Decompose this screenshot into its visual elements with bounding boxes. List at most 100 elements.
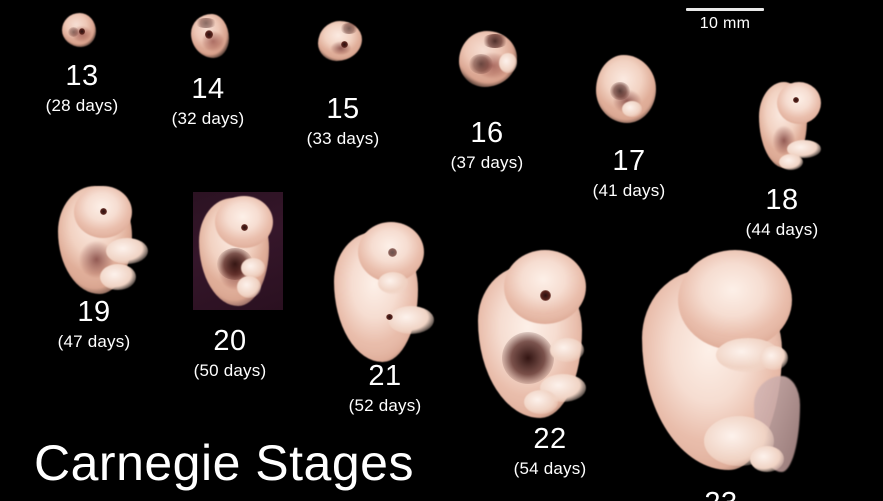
embryo-specimen-21 [334,222,444,364]
embryo-body [759,82,807,168]
stage-number: 14 [191,73,225,105]
stage-label-15: 15 (33 days) [283,93,403,148]
stage-days: (28 days) [45,96,119,115]
stage-number: 19 [77,296,111,328]
stage-number: 21 [368,360,402,392]
embryo-limb-bud [241,258,265,278]
stage-label-23: 23 [661,489,781,501]
stage-label-14: 14 (32 days) [148,73,268,128]
embryo-eye-spot [79,28,85,35]
embryo-dark-region [469,54,493,74]
umbilical-cord [754,376,800,472]
embryo-eye-spot [100,208,107,215]
embryo-limb-bud [237,276,261,298]
stage-number: 23 [661,489,781,501]
embryo-eye-spot [341,41,348,48]
embryo-liver-region [502,332,554,384]
stage-label-18: 18 (44 days) [722,184,842,239]
stage-label-13: 13 (28 days) [22,60,142,115]
embryo-eye-spot [793,97,799,103]
embryo-limb-bud [100,264,136,290]
embryo-limb-bud [550,338,584,362]
embryo-limb-bud [779,154,803,170]
embryo-limb-bud [378,272,408,294]
stage-days: (37 days) [450,153,524,172]
embryo-specimen-23 [642,250,832,500]
embryo-eye-spot [388,248,397,257]
stage-days: (54 days) [513,459,587,478]
embryo-limb-bud [524,390,558,414]
embryo-specimen-22 [478,250,608,418]
stage-days: (44 days) [745,220,819,239]
embryo-body [642,270,782,470]
embryo-specimen-14 [191,14,229,58]
stage-label-19: 19 (47 days) [34,296,154,351]
embryo-dark-region [340,23,358,34]
embryo-dark-region [217,248,253,280]
embryo-head [74,186,132,238]
stage-label-21: 21 (52 days) [325,360,445,415]
embryo-body [62,13,96,47]
embryo-limb-bud [622,101,642,117]
stage-number: 17 [612,145,646,177]
embryo-head [215,196,273,248]
embryo-eye-spot [205,30,213,39]
embryo-specimen-19 [58,186,154,300]
embryo-head [504,250,586,324]
embryo-leg [704,416,774,466]
stage-label-16: 16 (37 days) [427,117,547,172]
embryo-specimen-18 [759,82,823,180]
figure-title: Carnegie Stages [34,435,414,491]
stage-days: (41 days) [592,181,666,200]
stage-days: (32 days) [171,109,245,128]
embryo-specimen-15 [318,21,362,61]
stage-number: 16 [470,117,504,149]
embryo-specimen-16 [459,31,517,87]
stage-number: 20 [213,325,247,357]
embryo-arm [716,338,780,372]
embryo-body [58,186,132,294]
embryo-limb-bud [106,238,148,264]
stage-label-22: 22 (54 days) [490,423,610,478]
embryo-hand [760,346,788,370]
scale-bar-label: 10 mm [699,15,751,32]
embryo-dark-region [195,18,217,28]
embryo-specimen-17 [596,55,656,123]
embryo-head [358,222,424,282]
embryo-head [678,250,792,350]
embryo-dark-region [482,34,508,48]
embryo-dark-region [610,82,630,100]
embryo-limb-bud [540,374,586,402]
embryo-body [318,21,362,61]
embryo-eye-spot [540,290,551,301]
embryo-limb-bud [787,140,821,158]
embryo-limb-bud [499,53,517,73]
specimen-plate-background [193,192,283,310]
scale-bar-line [686,8,764,11]
embryo-body [199,198,269,306]
stage-days: (33 days) [306,129,380,148]
stage-days: (50 days) [193,361,267,380]
embryo-body [478,266,582,418]
stage-number: 15 [326,93,360,125]
embryo-limb-bud [388,306,434,334]
embryo-specimen-20 [193,192,285,312]
embryo-body [596,55,656,123]
embryo-eye-spot [386,314,393,320]
stage-number: 13 [65,60,99,92]
embryo-specimen-13 [62,13,96,47]
embryo-body [191,14,229,58]
embryo-foot [750,446,784,472]
scale-bar: 10 mm [686,8,764,33]
embryo-head [777,82,821,124]
embryo-dark-region [68,27,79,37]
embryo-body [334,232,418,362]
stage-number: 22 [533,423,567,455]
stage-days: (52 days) [348,396,422,415]
embryo-eye-spot [241,224,248,231]
stage-number: 18 [765,184,799,216]
stage-days: (47 days) [57,332,131,351]
embryo-body [459,31,517,87]
stage-label-17: 17 (41 days) [569,145,689,200]
